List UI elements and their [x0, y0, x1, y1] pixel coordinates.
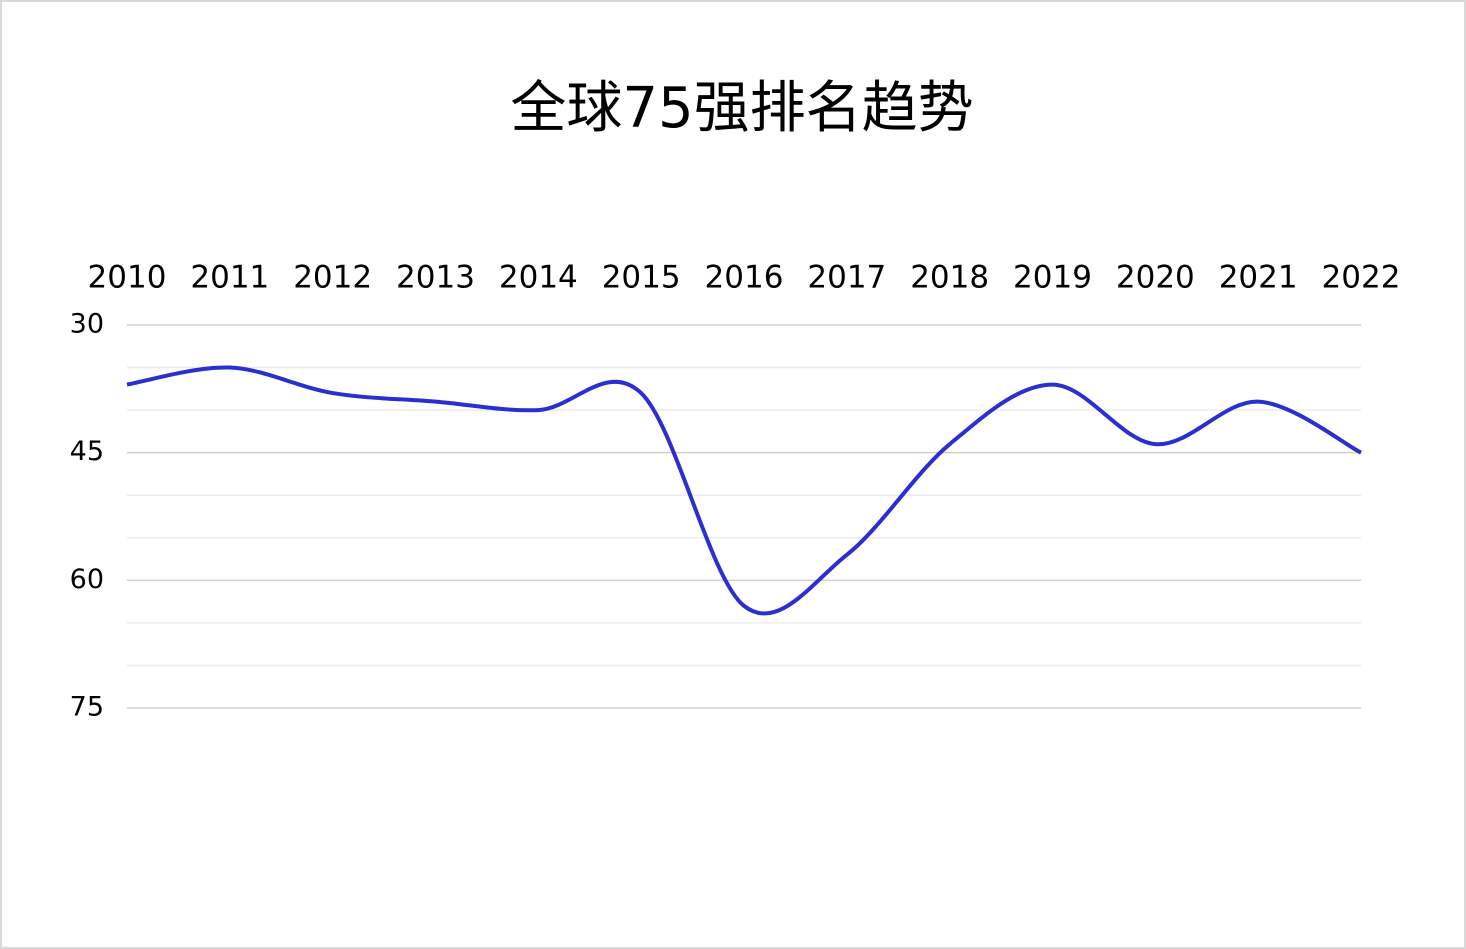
x-tick-label: 2014 [499, 260, 578, 296]
x-tick-label: 2012 [293, 260, 372, 296]
y-tick-label: 30 [70, 309, 104, 340]
x-tick-label: 2013 [396, 260, 475, 296]
x-tick-label: 2017 [807, 260, 886, 296]
x-tick-label: 2015 [602, 260, 681, 296]
x-tick-label: 2019 [1013, 260, 1092, 296]
x-tick-label: 2020 [1116, 260, 1195, 296]
x-tick-label: 2022 [1322, 260, 1401, 296]
y-tick-label: 75 [70, 692, 104, 723]
x-tick-label: 2010 [88, 260, 167, 296]
x-tick-label: 2016 [705, 260, 784, 296]
x-tick-label: 2021 [1219, 260, 1298, 296]
x-tick-label: 2011 [190, 260, 269, 296]
y-tick-label: 60 [70, 564, 104, 595]
chart-title: 全球75强排名趋势 [510, 76, 973, 141]
x-tick-label: 2018 [910, 260, 989, 296]
y-tick-label: 45 [70, 436, 104, 467]
data-line [126, 365, 1362, 616]
